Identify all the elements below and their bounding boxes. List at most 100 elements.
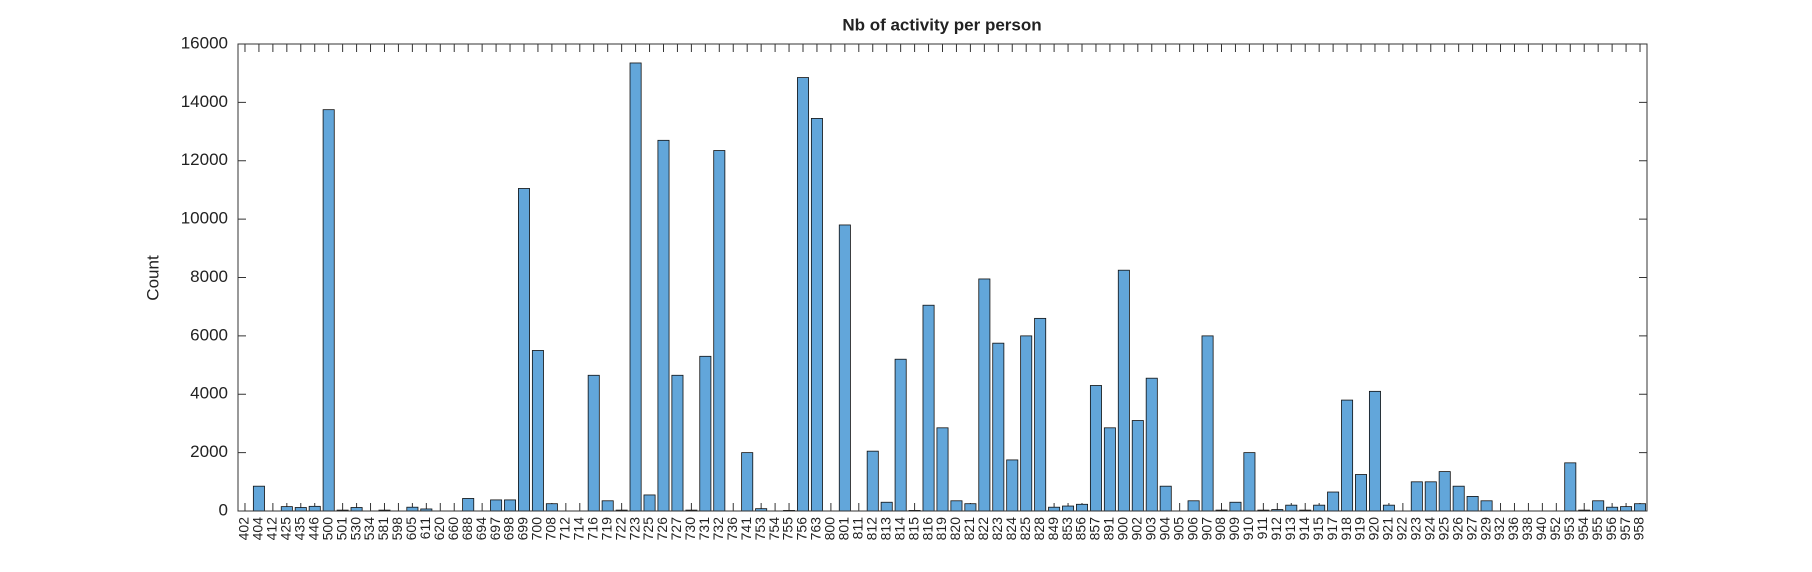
x-tick-label: 952 (1547, 517, 1563, 541)
bar (1034, 317, 1047, 512)
x-tick-label: 932 (1491, 517, 1507, 541)
bar (1159, 485, 1172, 512)
x-tick-label: 723 (626, 517, 642, 541)
bar (1145, 377, 1158, 512)
bar (1634, 503, 1647, 512)
x-tick-label: 905 (1170, 517, 1186, 541)
x-tick-label: 904 (1156, 517, 1172, 541)
y-tick-label: 0 (219, 500, 228, 519)
x-tick-label: 825 (1017, 517, 1033, 541)
bar (964, 503, 977, 512)
x-tick-label: 823 (989, 517, 1005, 541)
bar (643, 494, 656, 512)
x-tick-label: 753 (752, 517, 768, 541)
chart-title: Nb of activity per person (842, 15, 1041, 34)
x-tick-label: 688 (459, 517, 475, 541)
bar (1438, 471, 1451, 512)
x-tick-label: 857 (1087, 517, 1103, 541)
x-tick-label: 500 (319, 517, 335, 541)
x-tick-label: 755 (780, 517, 796, 541)
bar (866, 450, 879, 512)
bar (1368, 390, 1381, 512)
bar (1020, 335, 1033, 512)
bar (629, 62, 642, 512)
x-tick-label: 731 (696, 517, 712, 541)
x-tick-label: 725 (640, 517, 656, 541)
bar (518, 188, 530, 512)
x-tick-label: 856 (1073, 517, 1089, 541)
bar (1606, 506, 1619, 512)
x-tick-label: 698 (501, 517, 517, 541)
x-tick-label: 824 (1003, 517, 1019, 541)
bar (587, 374, 600, 512)
x-tick-label: 708 (543, 517, 559, 541)
x-tick-label: 907 (1198, 517, 1214, 541)
x-tick-label: 815 (905, 517, 921, 541)
bar (504, 499, 517, 512)
bar (922, 304, 935, 512)
bar (797, 77, 809, 512)
x-tick-label: 446 (305, 517, 321, 541)
x-tick-label: 726 (654, 517, 670, 541)
x-tick-label: 598 (389, 517, 405, 541)
x-tick-label: 694 (473, 517, 489, 541)
x-tick-label: 921 (1380, 517, 1396, 541)
bar (1048, 506, 1061, 512)
bar (1131, 420, 1144, 512)
bar (1564, 462, 1577, 512)
bar (1243, 452, 1256, 512)
x-tick-label: 918 (1338, 517, 1354, 541)
bar (531, 350, 544, 512)
x-tick-label: 915 (1310, 517, 1326, 541)
x-tick-label: 922 (1394, 517, 1410, 541)
x-tick-label: 732 (710, 517, 726, 541)
x-tick-label: 812 (863, 517, 879, 541)
x-tick-label: 425 (278, 517, 294, 541)
bar (978, 278, 991, 512)
x-tick-label: 938 (1519, 517, 1535, 541)
x-tick-label: 714 (570, 517, 586, 541)
x-tick-label: 940 (1533, 517, 1549, 541)
x-tick-label: 911 (1254, 517, 1270, 540)
bar (1480, 500, 1493, 512)
bar (936, 427, 949, 512)
bar (601, 500, 614, 512)
x-tick-label: 534 (361, 517, 377, 541)
bar (1592, 500, 1605, 512)
x-tick-label: 958 (1631, 517, 1647, 541)
x-tick-label: 801 (836, 517, 852, 541)
x-tick-label: 741 (738, 517, 754, 541)
x-tick-label: 719 (598, 517, 614, 541)
bar (1382, 504, 1395, 512)
x-tick-label: 620 (431, 517, 447, 541)
x-tick-label: 660 (445, 517, 461, 541)
bar (671, 374, 684, 512)
x-tick-label: 763 (808, 517, 824, 541)
x-tick-label: 736 (724, 517, 740, 541)
x-tick-label: 913 (1282, 517, 1298, 541)
bar (350, 507, 363, 512)
bar (1341, 399, 1354, 512)
y-tick-label: 2000 (190, 442, 228, 461)
x-tick-label: 908 (1212, 517, 1228, 541)
x-tick-label: 699 (515, 517, 531, 541)
x-tick-label: 929 (1477, 517, 1493, 541)
x-tick-label: 820 (947, 517, 963, 541)
bar (252, 485, 265, 512)
x-tick-label: 811 (850, 517, 866, 540)
x-tick-label: 927 (1463, 517, 1479, 541)
bar (490, 499, 503, 512)
bar (406, 506, 419, 512)
x-tick-label: 821 (961, 517, 977, 541)
x-tick-label: 900 (1115, 517, 1131, 541)
bar (1201, 335, 1214, 512)
x-tick-label: 816 (919, 517, 935, 541)
x-tick-label: 412 (264, 517, 280, 541)
x-tick-label: 581 (375, 517, 391, 541)
y-tick-label: 12000 (181, 150, 228, 169)
bar (1424, 481, 1437, 512)
y-tick-label: 8000 (190, 267, 228, 286)
y-tick-label: 16000 (181, 33, 228, 52)
x-tick-label: 924 (1421, 517, 1437, 541)
x-tick-label: 402 (236, 517, 252, 541)
